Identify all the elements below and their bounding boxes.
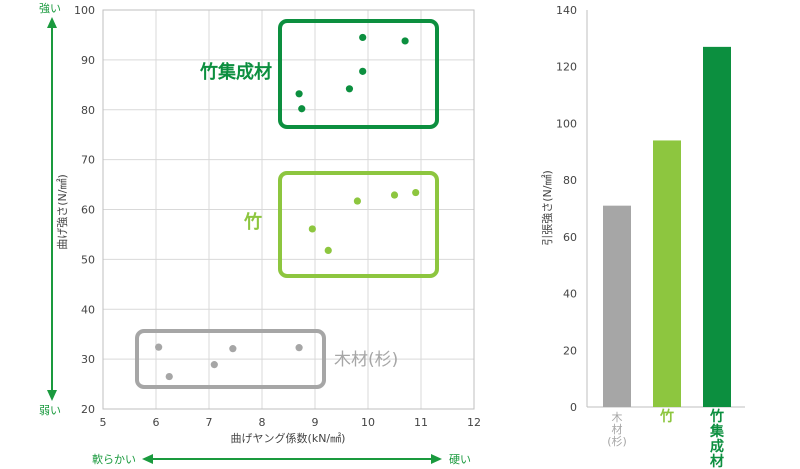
bar-chart: 0 20 40 60 80 100 120 140 木材(杉) 竹 竹集成材 引張強さ(N/㎟) — [540, 4, 745, 469]
laminated-bamboo-group-label: 竹集成材 — [199, 61, 272, 83]
scatter-y-tick-label: 80 — [81, 104, 95, 117]
laminated-bamboo-group-box — [278, 19, 439, 129]
scatter-x-tick-label: 12 — [467, 416, 481, 429]
hard-label: 硬い — [449, 453, 471, 466]
bamboo-data-point — [390, 191, 399, 199]
scatter-y-tick-label: 50 — [81, 253, 95, 266]
bar-category-labels: 木材(杉) 竹 竹集成材 — [607, 408, 725, 469]
bar-y-axis-title: 引張強さ(N/㎟) — [540, 170, 554, 246]
wood-data-point — [295, 344, 303, 352]
scatter-x-tick-label: 7 — [206, 416, 213, 429]
bar-y-tick-label: 20 — [563, 344, 577, 357]
laminated-bamboo-data-point — [298, 105, 306, 113]
scatter-y-tick-label: 20 — [81, 403, 95, 416]
scatter-y-tick-labels: 20 30 40 50 60 70 80 90 100 — [74, 4, 95, 416]
bar-y-tick-label: 80 — [563, 174, 577, 187]
bar-y-tick-label: 140 — [556, 4, 577, 17]
wood-bar — [603, 205, 631, 407]
strong-label: 強い — [39, 2, 61, 15]
bar-y-tick-label: 100 — [556, 117, 577, 130]
scatter-plot-frame — [102, 9, 475, 410]
laminated-bamboo-data-point — [295, 90, 303, 98]
scatter-x-tick-label: 9 — [312, 416, 319, 429]
scatter-x-tick-label: 10 — [361, 416, 375, 429]
scatter-x-tick-label: 8 — [259, 416, 266, 429]
scatter-y-tick-label: 100 — [74, 4, 95, 17]
wood-category-label: 木材(杉) — [607, 411, 627, 448]
scatter-x-tick-label: 6 — [153, 416, 160, 429]
laminated-bamboo-data-point — [359, 33, 367, 42]
laminated-bamboo-data-point — [359, 67, 367, 75]
laminated-bamboo-bar — [703, 46, 731, 407]
bar-y-tick-label: 0 — [570, 401, 577, 414]
wood-data-point — [155, 343, 163, 351]
stiffness-arrow-head-right — [431, 454, 442, 464]
laminated-bamboo-data-point — [401, 37, 409, 45]
bamboo-group-box — [278, 171, 439, 278]
wood-group-label: 木材(杉) — [334, 350, 398, 370]
scatter-x-axis-title: 曲げヤング係数(kN/㎟) — [231, 431, 346, 445]
bamboo-data-point — [308, 225, 316, 233]
laminated-bamboo-category-label: 竹集成材 — [709, 408, 725, 469]
stiffness-arrow-head-left — [142, 454, 153, 464]
bamboo-bar — [653, 140, 681, 407]
bamboo-data-point — [412, 188, 420, 197]
wood-data-point — [229, 345, 237, 353]
soft-label: 軟らかい — [92, 452, 136, 466]
bamboo-group-label: 竹 — [243, 211, 262, 233]
scatter-x-tick-labels: 5 6 7 8 9 10 11 12 — [100, 416, 482, 429]
scatter-y-tick-label: 70 — [81, 154, 95, 167]
bar-bars — [603, 46, 731, 407]
bamboo-data-point — [353, 197, 361, 205]
laminated-bamboo-data-point — [345, 85, 354, 93]
bar-y-tick-label: 120 — [556, 61, 577, 74]
wood-data-point — [210, 361, 218, 369]
scatter-y-tick-label: 40 — [81, 303, 95, 316]
scatter-x-tick-label: 5 — [100, 416, 107, 429]
scatter-y-tick-label: 60 — [81, 204, 95, 217]
scatter-points — [155, 33, 420, 381]
wood-data-point — [165, 372, 173, 381]
bar-y-tick-labels: 0 20 40 60 80 100 120 140 — [556, 4, 577, 414]
strength-arrow-head-down — [47, 390, 57, 401]
bamboo-data-point — [324, 246, 332, 254]
scatter-chart: 20 30 40 50 60 70 80 90 100 5 6 7 8 9 10 11 12 竹集成材竹木材(… — [39, 2, 481, 466]
scatter-y-tick-label: 90 — [81, 54, 95, 67]
weak-label: 弱い — [39, 404, 61, 417]
scatter-y-tick-label: 30 — [81, 353, 95, 366]
scatter-x-tick-label: 11 — [414, 416, 428, 429]
bar-y-tick-label: 60 — [563, 231, 577, 244]
scatter-y-axis-title: 曲げ強さ(N/㎟) — [56, 174, 69, 250]
strength-arrow-head-up — [47, 17, 57, 28]
bar-y-tick-label: 40 — [563, 288, 577, 301]
bamboo-category-label: 竹 — [659, 408, 674, 425]
wood-group-box — [135, 329, 326, 389]
